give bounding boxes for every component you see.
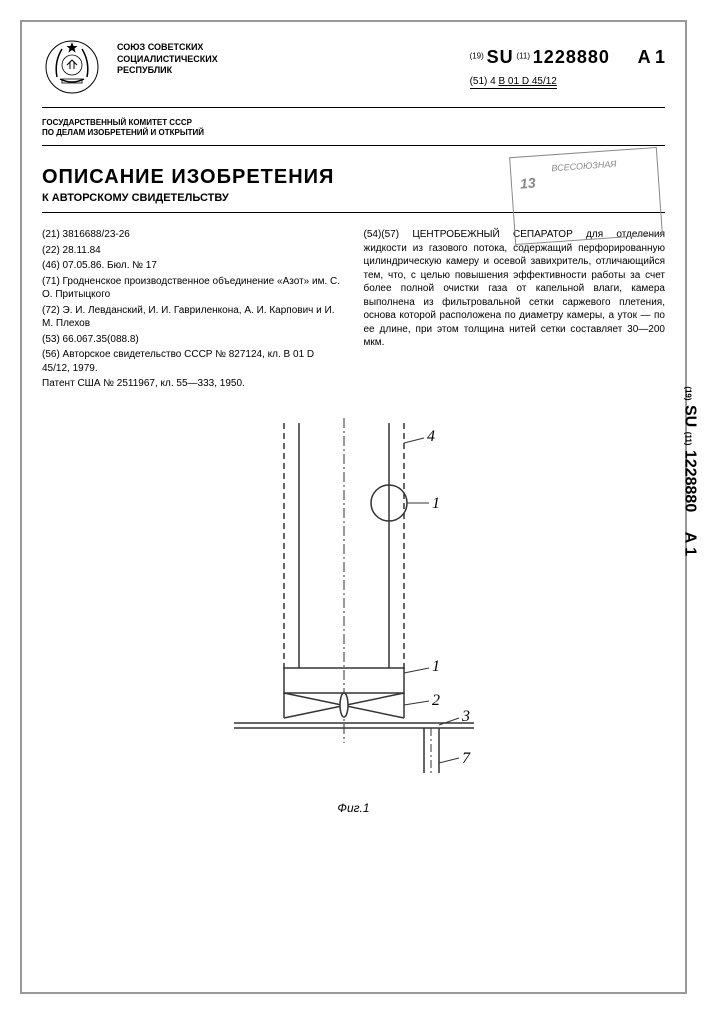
ussr-emblem-icon xyxy=(42,37,102,97)
union-title: СОЮЗ СОВЕТСКИХ СОЦИАЛИСТИЧЕСКИХ РЕСПУБЛИ… xyxy=(117,37,218,77)
fig-label-7: 7 xyxy=(462,750,471,767)
figure-caption: Фиг.1 xyxy=(42,801,665,815)
field-22: (22) 28.11.84 xyxy=(42,244,344,258)
fig-label-3: 3 xyxy=(461,708,470,725)
fig-label-1a: 1 xyxy=(432,495,440,512)
ipc-classification: (51) 4 B 01 D 45/12 xyxy=(470,76,557,89)
field-56a: (56) Авторское свидетельство СССР № 8271… xyxy=(42,348,344,375)
fig-label-1b: 1 xyxy=(432,658,440,675)
header-row: СОЮЗ СОВЕТСКИХ СОЦИАЛИСТИЧЕСКИХ РЕСПУБЛИ… xyxy=(42,37,665,108)
figure-container: 4 1 1 2 3 7 Фиг.1 xyxy=(42,413,665,815)
field-72: (72) Э. И. Левданский, И. И. Гавриленкон… xyxy=(42,304,344,331)
biblio-columns: (21) 3816688/23-26 (22) 28.11.84 (46) 07… xyxy=(42,228,665,393)
patent-page: СОЮЗ СОВЕТСКИХ СОЦИАЛИСТИЧЕСКИХ РЕСПУБЛИ… xyxy=(20,20,687,994)
field-21: (21) 3816688/23-26 xyxy=(42,228,344,242)
field-56b: Патент США № 2511967, кл. 55—333, 1950. xyxy=(42,377,344,391)
figure-1-diagram: 4 1 1 2 3 7 xyxy=(214,413,494,793)
committee-name: ГОСУДАРСТВЕННЫЙ КОМИТЕТ СССР ПО ДЕЛАМ ИЗ… xyxy=(42,118,665,146)
left-column: (21) 3816688/23-26 (22) 28.11.84 (46) 07… xyxy=(42,228,344,393)
library-stamp: ВСЕСОЮЗНАЯ 13 xyxy=(509,147,663,245)
field-71: (71) Гродненское производственное объеди… xyxy=(42,275,344,302)
header-right: (19) SU (11) 1228880 A 1 (51) 4 B 01 D 4… xyxy=(470,37,665,89)
right-column: (54)(57) ЦЕНТРОБЕЖНЫЙ СЕПАРАТОР для отде… xyxy=(364,228,666,393)
abstract: (54)(57) ЦЕНТРОБЕЖНЫЙ СЕПАРАТОР для отде… xyxy=(364,228,666,350)
publication-number: (19) SU (11) 1228880 A 1 xyxy=(470,47,665,68)
fig-label-4: 4 xyxy=(427,428,435,445)
fig-label-2: 2 xyxy=(432,692,440,709)
side-publication-number: (19) SU (11) 1228880 A 1 xyxy=(681,386,699,556)
field-53: (53) 66.067.35(088.8) xyxy=(42,333,344,347)
field-46: (46) 07.05.86. Бюл. № 17 xyxy=(42,259,344,273)
